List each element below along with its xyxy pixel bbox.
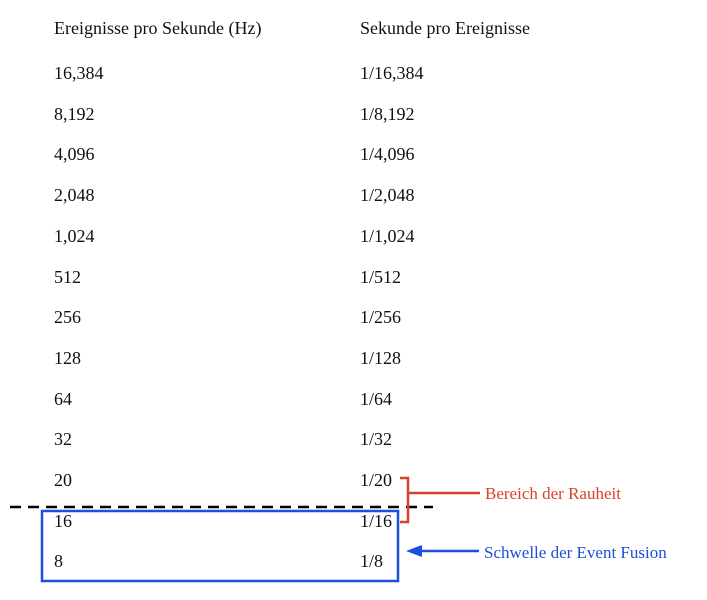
event-fusion-threshold-label: Schwelle der Event Fusion — [484, 543, 667, 562]
cell-seconds-per-event: 1/16,384 — [360, 63, 424, 83]
cell-seconds-per-event: 1/1,024 — [360, 226, 415, 246]
cell-events-per-second: 64 — [54, 389, 72, 409]
cell-events-per-second: 256 — [54, 307, 81, 327]
cell-events-per-second: 128 — [54, 348, 81, 368]
roughness-bracket — [400, 476, 410, 524]
header-events-per-second: Ereignisse pro Sekunde (Hz) — [54, 18, 262, 38]
cell-seconds-per-event: 1/128 — [360, 348, 402, 368]
cell-seconds-per-event: 1/4,096 — [360, 144, 415, 164]
cell-events-per-second: 512 — [54, 267, 81, 287]
cell-events-per-second: 2,048 — [54, 185, 95, 205]
cell-seconds-per-event: 1/8 — [360, 551, 384, 571]
cell-events-per-second: 16,384 — [54, 63, 104, 83]
cell-events-per-second: 1,024 — [54, 226, 95, 246]
cell-seconds-per-event: 1/256 — [360, 307, 402, 327]
cell-events-per-second: 8,192 — [54, 104, 95, 124]
cell-seconds-per-event: 1/16 — [360, 511, 393, 531]
cell-seconds-per-event: 1/8,192 — [360, 104, 415, 124]
cell-events-per-second: 32 — [54, 429, 72, 449]
roughness-range-label: Bereich der Rauheit — [485, 484, 621, 503]
fusion-arrow-head-icon — [406, 545, 422, 557]
cell-events-per-second: 4,096 — [54, 144, 95, 164]
cell-seconds-per-event: 1/512 — [360, 267, 402, 287]
header-seconds-per-event: Sekunde pro Ereignisse — [360, 18, 530, 38]
event-fusion-box — [40, 509, 400, 583]
cell-seconds-per-event: 1/2,048 — [360, 185, 415, 205]
cell-seconds-per-event: 1/20 — [360, 470, 393, 490]
cell-events-per-second: 8 — [54, 551, 63, 571]
cell-seconds-per-event: 1/32 — [360, 429, 393, 449]
cell-seconds-per-event: 1/64 — [360, 389, 393, 409]
cell-events-per-second: 20 — [54, 470, 72, 490]
cell-events-per-second: 16 — [54, 511, 72, 531]
